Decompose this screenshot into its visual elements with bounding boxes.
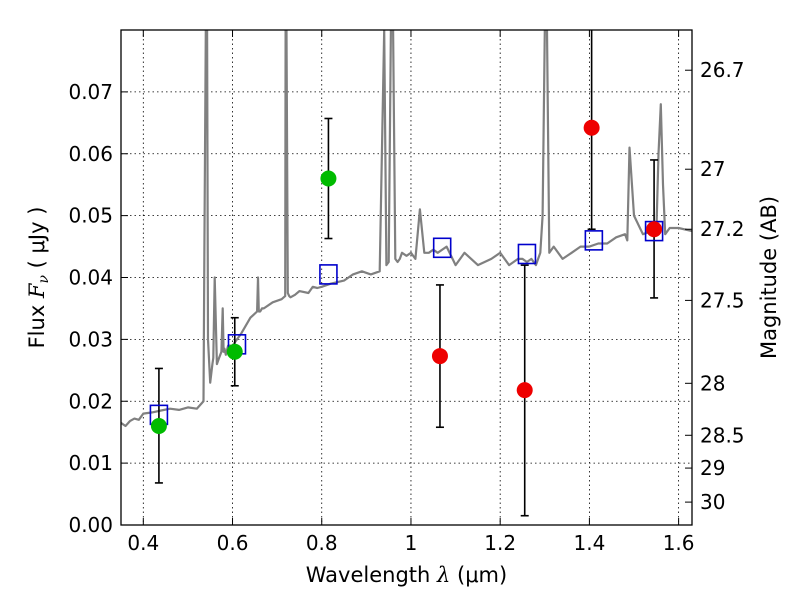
right-axis-title: Magnitude (AB) <box>757 196 781 359</box>
model-square <box>584 230 604 251</box>
x-tick-label: 1.6 <box>663 531 695 555</box>
photometry-point-layer <box>150 119 663 434</box>
y-axis-title: Flux Fν ( μJy ) <box>25 207 52 349</box>
right-tick-label: 29 <box>700 456 725 480</box>
nondetection-point <box>646 221 663 238</box>
nondetection-point <box>583 119 600 136</box>
x-axis-title-pre: Wavelength <box>306 563 437 587</box>
right-tick-label: 26.7 <box>700 58 745 82</box>
y-tick-label: 0.06 <box>68 142 113 166</box>
model-square <box>432 237 452 259</box>
y-tick-label: 0.03 <box>68 327 113 351</box>
y-axis-title-post: ( μJy ) <box>25 207 49 275</box>
y-axis-title-pre: Flux <box>25 298 49 348</box>
x-tick-label: 0.4 <box>127 531 159 555</box>
x-axis-title-post: (μm) <box>450 563 507 587</box>
y-tick-label: 0.02 <box>68 389 113 413</box>
model-square <box>517 243 537 265</box>
x-axis-title: Wavelength λ (μm) <box>306 563 507 587</box>
y-tick-label: 0.05 <box>68 204 113 228</box>
x-tick-label: 1 <box>405 531 418 555</box>
right-tick-label: 27.2 <box>700 217 745 241</box>
sed-model-line <box>121 30 692 428</box>
y-tick-label: 0.01 <box>68 451 113 475</box>
tick-label-layer: 0.4 0.6 0.8 1 1.2 1.4 1.6 0.00 0.01 0.02 0.03 0.04 0… <box>68 58 744 555</box>
tick-layer <box>121 30 692 526</box>
errorbar-layer <box>154 30 659 517</box>
x-tick-label: 1.4 <box>573 531 605 555</box>
y-tick-label: 0.07 <box>68 80 113 104</box>
right-tick-label: 27.5 <box>700 288 745 312</box>
model-square <box>319 264 338 285</box>
x-tick-label: 0.8 <box>306 531 338 555</box>
detection-point <box>226 343 243 360</box>
y-axis-title-subscript: ν <box>36 275 52 284</box>
y-tick-label: 0.00 <box>68 513 113 537</box>
right-tick-label: 30 <box>700 490 725 514</box>
x-tick-label: 0.6 <box>217 531 249 555</box>
nondetection-point <box>431 348 448 365</box>
detection-point <box>150 418 167 434</box>
right-tick-label: 27 <box>700 157 725 181</box>
x-tick-label: 1.2 <box>484 531 516 555</box>
sed-curve-layer <box>121 30 692 428</box>
detection-point <box>320 170 337 187</box>
model-square-layer <box>149 220 664 426</box>
y-axis-title-symbol: F <box>25 282 49 299</box>
y-tick-label: 0.04 <box>68 266 113 290</box>
right-tick-label: 28.5 <box>700 423 745 447</box>
right-tick-label: 28 <box>700 371 725 395</box>
x-axis-title-symbol: λ <box>436 563 450 587</box>
nondetection-point <box>516 382 533 399</box>
